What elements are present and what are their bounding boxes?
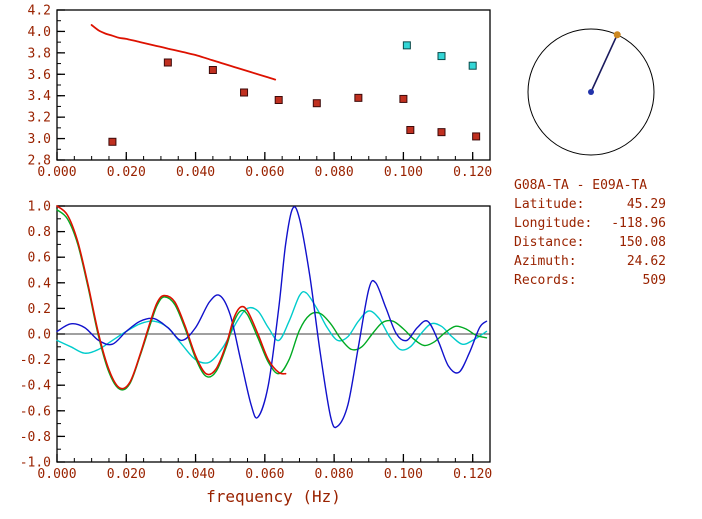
- svg-text:0.000: 0.000: [37, 165, 76, 180]
- svg-text:3.4: 3.4: [28, 89, 52, 104]
- distance-label: Distance:: [514, 235, 585, 250]
- svg-text:0.060: 0.060: [245, 467, 284, 482]
- svg-text:0.0: 0.0: [28, 328, 51, 343]
- svg-text:0.100: 0.100: [384, 467, 423, 482]
- svg-text:0.040: 0.040: [176, 467, 215, 482]
- distance-value: 150.08: [619, 235, 666, 250]
- svg-text:0.2: 0.2: [28, 302, 51, 317]
- svg-text:0.4: 0.4: [28, 276, 52, 291]
- records-label: Records:: [514, 273, 577, 288]
- records-value: 509: [642, 273, 666, 288]
- info-field-distance: Distance: 150.08: [514, 233, 696, 252]
- azimuth-label: Azimuth:: [514, 254, 577, 269]
- latitude-value: 45.29: [626, 197, 666, 212]
- svg-text:0.120: 0.120: [453, 467, 492, 482]
- svg-text:2.8: 2.8: [28, 154, 51, 169]
- svg-text:0.8: 0.8: [28, 225, 51, 240]
- info-field-longitude: Longitude: -118.96: [514, 214, 696, 233]
- svg-text:0.080: 0.080: [315, 467, 354, 482]
- svg-text:0.060: 0.060: [245, 165, 284, 180]
- svg-text:0.040: 0.040: [176, 165, 215, 180]
- svg-text:0.000: 0.000: [37, 467, 76, 482]
- svg-text:0.100: 0.100: [384, 165, 423, 180]
- dispersion-scatter-chart: 0.000 0.020 0.040 0.060 0.080 0.100 0.120 2.8 3.…: [28, 4, 493, 181]
- svg-text:-0.8: -0.8: [20, 430, 51, 445]
- svg-text:3.0: 3.0: [28, 132, 51, 147]
- longitude-label: Longitude:: [514, 216, 593, 231]
- svg-text:-1.0: -1.0: [20, 456, 51, 471]
- info-field-azimuth: Azimuth: 24.62: [514, 252, 696, 271]
- azimuth-compass: [527, 28, 655, 156]
- svg-text:0.120: 0.120: [453, 165, 492, 180]
- svg-text:0.020: 0.020: [107, 467, 146, 482]
- info-field-latitude: Latitude: 45.29: [514, 195, 696, 214]
- svg-text:frequency (Hz): frequency (Hz): [206, 487, 341, 506]
- waveform-frequency-chart: 0.000 0.020 0.040 0.060 0.080 0.100 0.120 -1.0 -…: [20, 200, 493, 507]
- svg-text:0.080: 0.080: [315, 165, 354, 180]
- station-pair-title: G08A-TA - E09A-TA: [514, 178, 648, 193]
- svg-text:3.2: 3.2: [28, 111, 51, 126]
- longitude-value: -118.96: [611, 216, 666, 231]
- svg-text:3.6: 3.6: [28, 68, 51, 83]
- info-field-records: Records: 509: [514, 271, 696, 290]
- svg-text:0.020: 0.020: [107, 165, 146, 180]
- svg-text:1.0: 1.0: [28, 200, 51, 215]
- svg-text:4.2: 4.2: [28, 4, 51, 19]
- azimuth-value: 24.62: [626, 254, 666, 269]
- latitude-label: Latitude:: [514, 197, 585, 212]
- svg-text:3.8: 3.8: [28, 46, 51, 61]
- svg-text:4.0: 4.0: [28, 25, 51, 40]
- station-info-panel: G08A-TA - E09A-TA Latitude: 45.29 Longitu…: [514, 176, 696, 290]
- svg-text:-0.6: -0.6: [20, 404, 51, 419]
- svg-text:0.6: 0.6: [28, 251, 51, 266]
- svg-text:-0.2: -0.2: [20, 353, 51, 368]
- svg-text:-0.4: -0.4: [20, 379, 51, 394]
